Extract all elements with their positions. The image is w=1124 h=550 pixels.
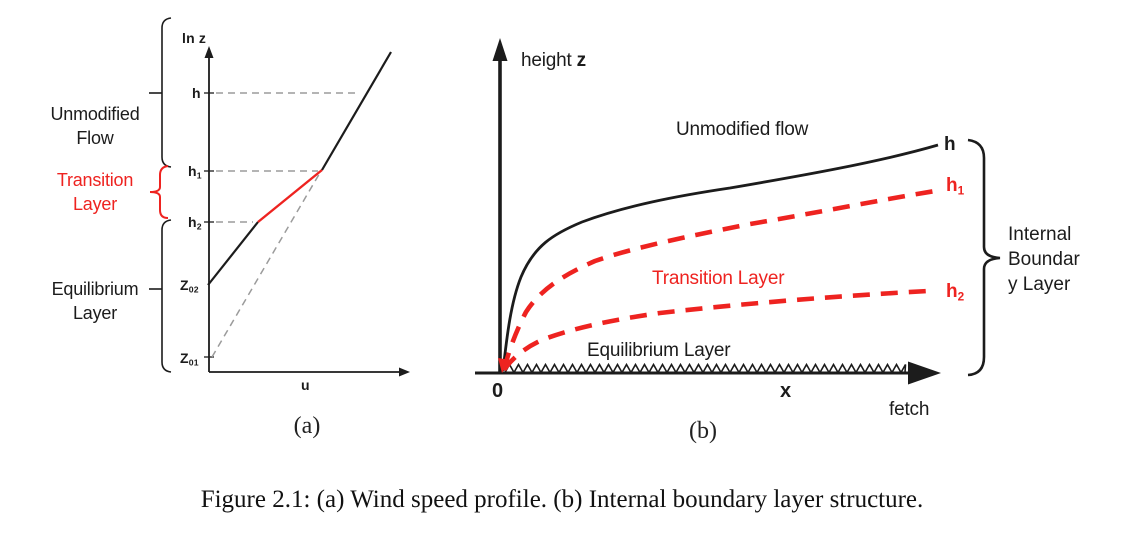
surface-zigzag	[504, 362, 907, 375]
a-region-label-unmodified-flow: Unmodified Flow	[29, 102, 161, 150]
a-region-transition-line2: Layer	[72, 194, 118, 214]
a-region-unmodified-line1: Unmodified	[50, 104, 140, 124]
b-panel-label: (b)	[689, 418, 717, 444]
b-origin-arrow-icon	[498, 358, 511, 373]
b-x-axis-label: x	[780, 380, 792, 402]
b-ibl-line3: y Layer	[1008, 274, 1071, 295]
a-dashed-guides	[211, 92, 360, 358]
b-curve-label-h: h	[944, 134, 956, 155]
a-tick-label-h: h	[192, 85, 201, 101]
a-tick-label-h2: h2	[188, 214, 202, 232]
b-ibl-line1: Internal	[1008, 224, 1072, 245]
b-origin-label: 0	[492, 380, 504, 402]
b-y-axis-label-var: z	[576, 50, 587, 71]
a-region-label-transition-layer: Transition Layer	[29, 168, 161, 216]
b-x-axis-arrow-icon	[908, 361, 941, 385]
b-y-axis-label: height z	[521, 50, 586, 72]
b-label-transition-layer: Transition Layer	[652, 268, 785, 289]
a-region-unmodified-line2: Flow	[76, 128, 114, 148]
b-brace-ibl	[967, 138, 1001, 377]
b-label-unmodified-flow: Unmodified flow	[676, 119, 809, 140]
a-profile-upper	[321, 51, 392, 171]
a-x-axis-label: u	[301, 377, 310, 393]
a-dash-upstream-profile	[211, 170, 322, 358]
a-region-equilibrium-line2: Layer	[72, 303, 118, 323]
a-tick-label-z02: Z02	[180, 277, 199, 295]
figure-caption: Figure 2.1: (a) Wind speed profile. (b) …	[200, 486, 924, 513]
a-region-label-equilibrium-layer: Equilibrium Layer	[29, 277, 161, 325]
a-tick-label-z01: Z01	[180, 350, 199, 368]
a-brace-equilibrium	[149, 219, 172, 373]
b-y-axis-label-word: height	[521, 50, 572, 71]
a-profile-lower	[207, 221, 259, 286]
a-y-axis-arrow-icon	[204, 46, 214, 58]
panel-a-lines	[149, 17, 410, 377]
a-tick-label-h1: h1	[188, 163, 202, 181]
b-y-axis-arrow-icon	[492, 38, 508, 61]
b-curve-label-h2: h2	[946, 281, 965, 304]
a-profile-transition	[257, 169, 323, 223]
a-region-equilibrium-line1: Equilibrium	[51, 279, 139, 299]
a-y-axis-label: ln z	[182, 30, 207, 46]
b-fetch-label: fetch	[889, 399, 930, 420]
panel-b-lines	[475, 38, 1001, 385]
a-brace-transition	[149, 165, 169, 219]
b-internal-boundary-layer-label: Internal Boundar y Layer	[1008, 222, 1080, 297]
b-curve-label-h1: h1	[946, 175, 965, 198]
a-region-transition-line1: Transition	[56, 170, 134, 190]
a-panel-label: (a)	[293, 413, 321, 439]
b-label-equilibrium-layer: Equilibrium Layer	[587, 340, 731, 361]
b-curve-h	[501, 143, 939, 372]
b-curve-h1	[501, 188, 936, 370]
a-x-axis-arrow-icon	[399, 367, 410, 377]
b-curve-h2	[502, 288, 929, 372]
b-ibl-line2: Boundar	[1008, 249, 1080, 270]
